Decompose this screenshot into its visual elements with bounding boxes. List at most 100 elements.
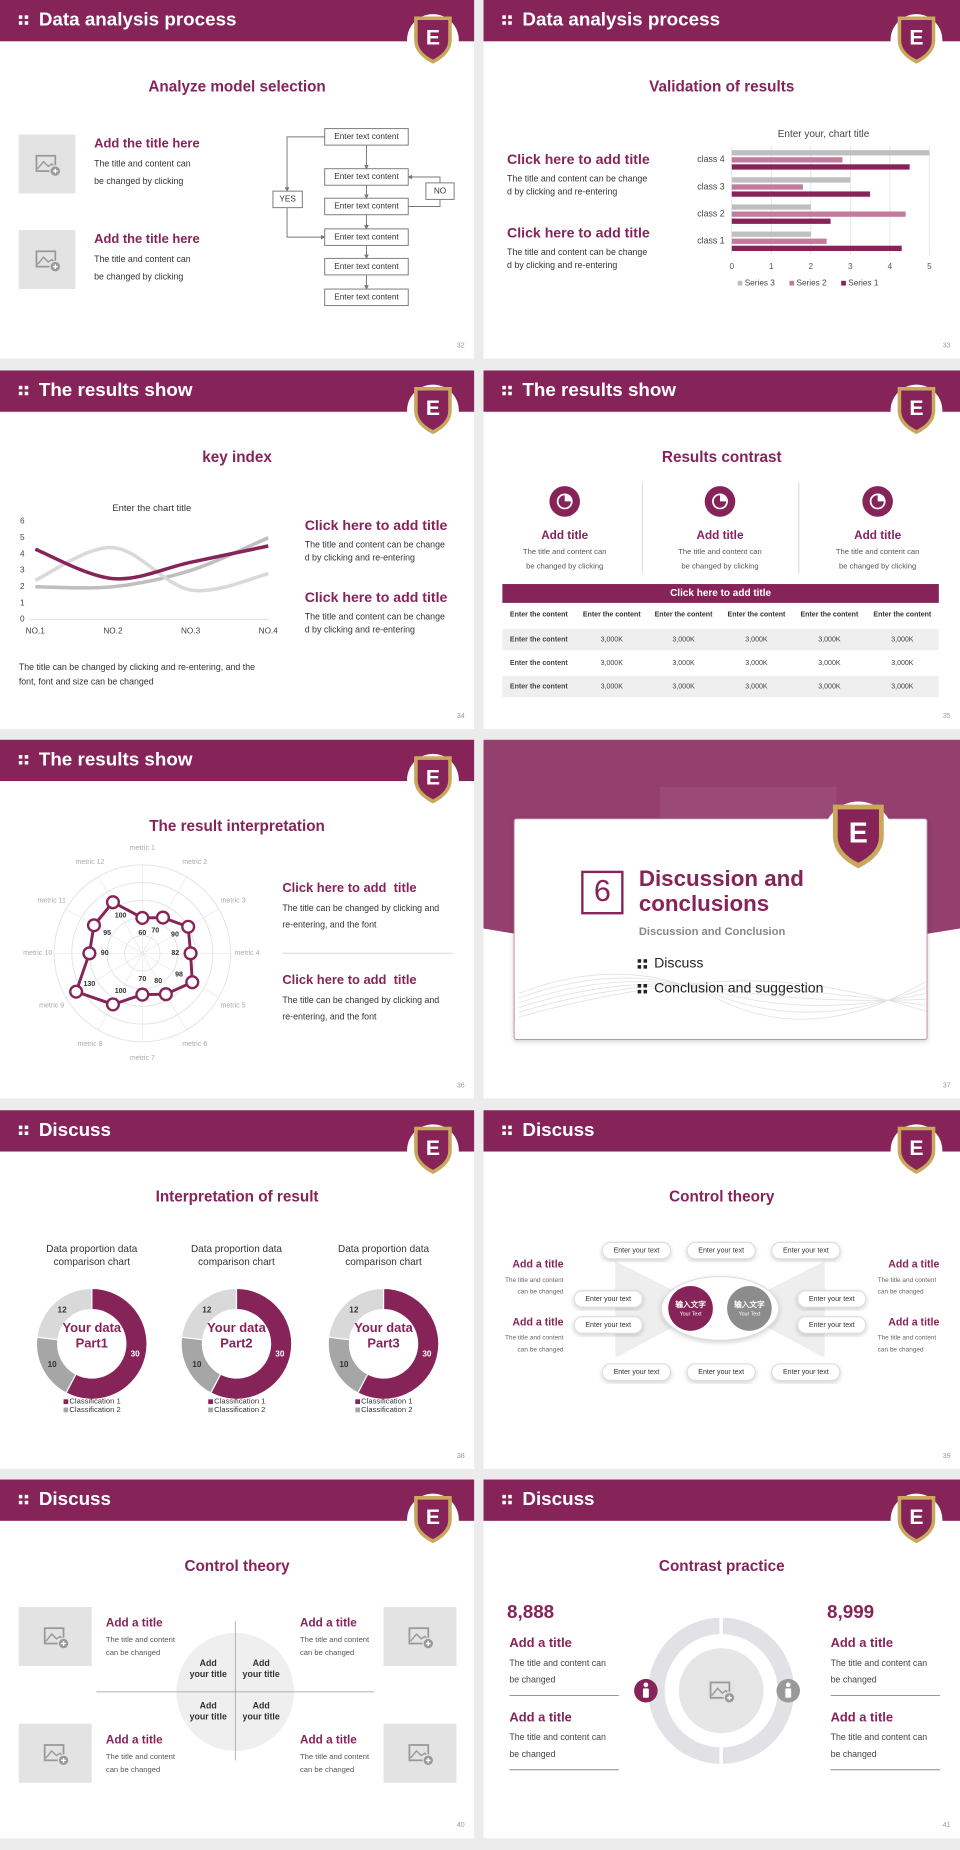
radar-point xyxy=(155,910,170,925)
header-bar xyxy=(483,1479,960,1521)
x-tick-label: NO.3 xyxy=(181,626,201,635)
y-tick-label: class 1 xyxy=(697,236,725,246)
side-text: The title and content xyxy=(505,1335,564,1342)
value-label: 12 xyxy=(202,1305,212,1314)
bar xyxy=(731,157,843,163)
item-title: Add the title here xyxy=(94,135,200,150)
logo-letter: E xyxy=(426,1137,440,1160)
slide: The results show E The result interpretati… xyxy=(0,739,475,1099)
item-text: The title and content can xyxy=(94,158,191,168)
slide-title: Validation of results xyxy=(649,78,794,95)
column-text: be changed by clicking xyxy=(839,561,916,570)
side-title: Add a title xyxy=(888,1259,939,1271)
header-bar xyxy=(0,739,475,782)
header-title: The results show xyxy=(39,748,193,769)
page-number: 33 xyxy=(943,343,951,350)
pill xyxy=(797,1316,867,1334)
wave xyxy=(518,983,926,1008)
logo: E xyxy=(407,384,459,437)
chart-title: Enter the chart title xyxy=(112,502,191,513)
spoke xyxy=(65,908,143,954)
value-label: 70 xyxy=(138,976,146,983)
center-text: 输入文字 xyxy=(675,1299,706,1309)
bullet-dot xyxy=(24,761,29,765)
donut-center: Part3 xyxy=(367,1335,399,1350)
pill-text: Enter your text xyxy=(614,1369,660,1376)
bullet-dot xyxy=(18,1125,23,1130)
side-text: can be changed xyxy=(878,1289,924,1296)
legend-swatch xyxy=(208,1399,213,1405)
y-tick-label: 2 xyxy=(20,582,25,591)
side-title: Add a title xyxy=(512,1259,563,1271)
center-text: 输入文字 xyxy=(734,1299,765,1309)
table-cell: Enter the content xyxy=(510,660,569,667)
logo-shield xyxy=(901,20,932,60)
pill-text: Enter your text xyxy=(698,1369,744,1376)
donut-segment xyxy=(180,1287,238,1341)
item-title: Click here to add title xyxy=(507,224,650,240)
header-bar xyxy=(483,1110,960,1152)
section-title: Discussion and xyxy=(639,866,804,891)
item-title: Add a title xyxy=(831,1635,893,1650)
center-subtext: Your Text xyxy=(739,1312,761,1318)
item-text: re-entering, and the font xyxy=(282,919,377,929)
item-title: Click here to add title xyxy=(507,151,650,167)
bullet-dot xyxy=(18,755,23,759)
logo-shield xyxy=(417,390,449,431)
table-cell: 3,000K xyxy=(818,636,841,643)
logo-shield xyxy=(417,1130,449,1170)
side-text: can be changed xyxy=(518,1346,564,1353)
bar xyxy=(731,164,910,170)
legend-label: Classification 1 xyxy=(69,1397,120,1406)
axis-label: metric 3 xyxy=(221,898,246,905)
line-series xyxy=(34,544,269,581)
row-band xyxy=(502,676,939,698)
quadrant-text: your title xyxy=(243,1712,280,1722)
table-cell: 3,000K xyxy=(891,636,914,643)
image-icon xyxy=(408,1744,430,1762)
donut-segment xyxy=(36,1287,93,1341)
legend-swatch xyxy=(63,1399,69,1405)
table-cell: 3,000K xyxy=(891,660,914,667)
table-header: Enter the content xyxy=(583,612,642,619)
flow-step: Enter text content xyxy=(334,202,399,211)
table-cell: 3,000K xyxy=(818,684,841,691)
image-icon xyxy=(52,264,58,270)
value-label: 10 xyxy=(192,1360,202,1369)
legend-label: Classification 2 xyxy=(361,1405,412,1414)
slide-background xyxy=(0,370,475,730)
table-cell: Enter the content xyxy=(510,636,569,643)
bullet-dot xyxy=(637,959,642,963)
note: The title can be changed by clicking and… xyxy=(19,662,255,672)
table-cell: 3,000K xyxy=(672,660,695,667)
item-title: Click here to add title xyxy=(282,880,416,895)
image-icon xyxy=(35,250,57,268)
column-title: Add title xyxy=(854,529,901,542)
column-icon xyxy=(564,494,572,502)
item-text: The title can be changed by clicking and xyxy=(282,903,439,913)
logo-letter: E xyxy=(426,397,440,420)
column-icon xyxy=(877,494,885,502)
flow-arrow xyxy=(284,136,325,192)
image-icon xyxy=(425,1641,431,1646)
value-label: 60 xyxy=(138,930,146,937)
side-title: Add a title xyxy=(512,1316,563,1328)
page-number: 36 xyxy=(457,1082,465,1089)
pill-text: Enter your text xyxy=(614,1247,660,1254)
bullet-dot xyxy=(643,959,648,963)
bar xyxy=(731,184,803,190)
column-icon xyxy=(549,486,580,517)
pill-text: Enter your text xyxy=(585,1322,631,1329)
quadrant-text: your title xyxy=(190,1712,227,1722)
bullet-dot xyxy=(24,385,29,390)
pill-text: Enter your text xyxy=(783,1369,829,1376)
logo-letter: E xyxy=(909,397,923,420)
table-cell: 3,000K xyxy=(672,636,695,643)
bar xyxy=(731,218,831,224)
slide-title: Results contrast xyxy=(662,449,782,466)
spoke xyxy=(97,876,143,954)
pill-text: Enter your text xyxy=(809,1322,855,1329)
item-text: d by clicking and re-entering xyxy=(507,260,617,270)
bullet-dot xyxy=(508,1494,512,1499)
